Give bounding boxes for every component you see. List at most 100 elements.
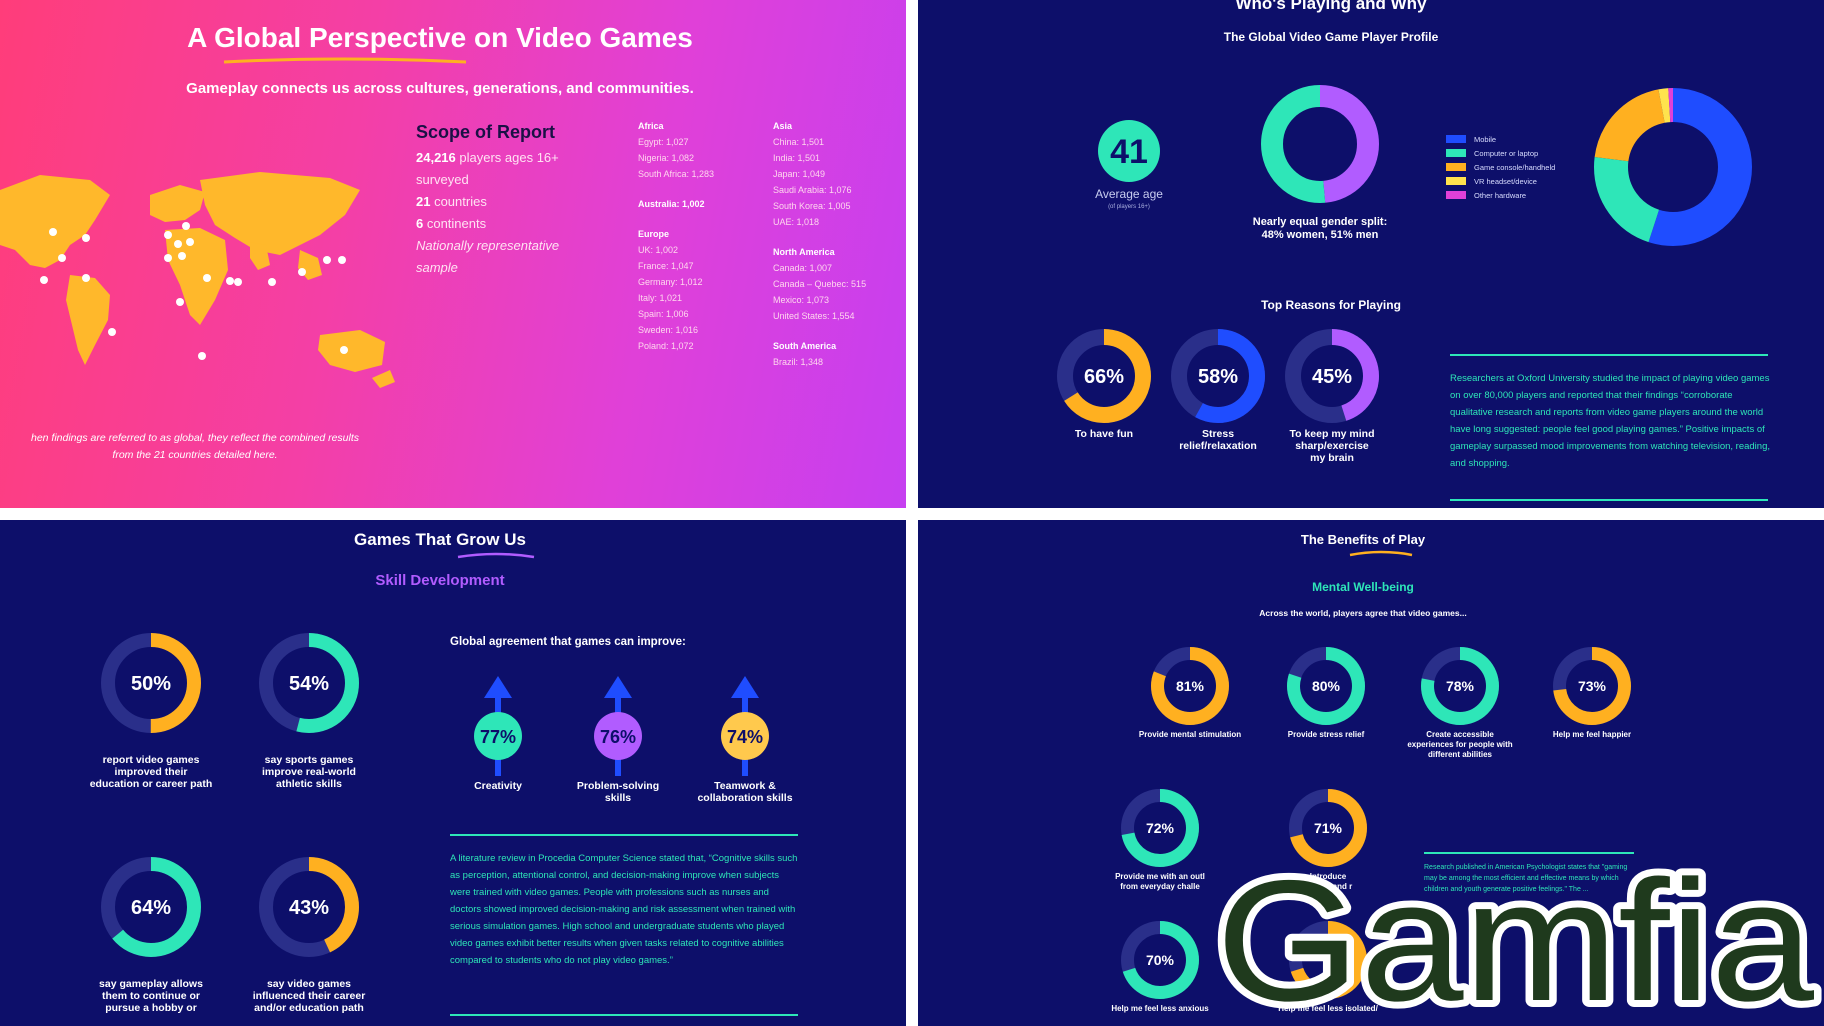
regions-column-1: Africa Egypt: 1,027 Nigeria: 1,082 South Af… bbox=[638, 118, 758, 368]
donut-value-arc bbox=[259, 633, 359, 733]
regions-column-2: Asia China: 1,501 India: 1,501 Japan: 1,049… bbox=[773, 118, 903, 384]
gamfia-logo: Gamfia Gamfia bbox=[1210, 850, 1821, 1026]
caption-line: and/or education path bbox=[254, 1002, 364, 1014]
donut-value-arc bbox=[101, 857, 201, 957]
donut-chart: 43% bbox=[259, 857, 359, 957]
donut-value-arc bbox=[1121, 789, 1199, 867]
donut-percent-label: 64% bbox=[131, 897, 171, 919]
donut-caption: say sports games improve real-world athlet… bbox=[234, 754, 384, 790]
donut-caption: Help me feel less isolated/ bbox=[1253, 1004, 1403, 1014]
agreement-value-label: 74% bbox=[727, 727, 763, 747]
legend-item: Game console/handheld bbox=[1446, 160, 1586, 174]
world-map bbox=[0, 172, 395, 388]
legend-item: Computer or laptop bbox=[1446, 146, 1586, 160]
caption-line: them to continue or bbox=[102, 990, 200, 1002]
agreement-caption: Teamwork & collaboration skills bbox=[675, 780, 815, 804]
average-age-value: 41 bbox=[1110, 133, 1148, 171]
country-count: Italy: 1,021 bbox=[638, 293, 683, 303]
donut-value-arc bbox=[259, 857, 359, 957]
scope-number: 6 bbox=[416, 216, 424, 231]
region-gap bbox=[773, 370, 903, 384]
donut-chart: 54% bbox=[259, 633, 359, 733]
arrow-head bbox=[484, 676, 512, 698]
country-count: UAE: 1,018 bbox=[773, 217, 820, 227]
donut-value-arc bbox=[1171, 329, 1265, 423]
donut-chart: 80% bbox=[1287, 647, 1365, 725]
caption-line: report video games bbox=[102, 754, 200, 766]
caption-line: skills bbox=[604, 792, 632, 804]
reasons-heading: Top Reasons for Playing bbox=[1261, 298, 1401, 312]
caption-line: say sports games bbox=[264, 754, 354, 766]
scope-line: sample bbox=[416, 260, 458, 275]
caption-line: Help me feel happier bbox=[1552, 730, 1632, 739]
panel3-subtitle: Skill Development bbox=[375, 572, 505, 589]
caption-line: Provide mental stimulation bbox=[1138, 730, 1242, 739]
pie-slice bbox=[1261, 85, 1379, 203]
donut-value-arc bbox=[1421, 647, 1499, 725]
legend-label: Mobile bbox=[1474, 134, 1497, 144]
scope-line: 6 continents bbox=[416, 216, 487, 231]
caption-line: pursue a hobby or bbox=[105, 1002, 197, 1014]
country-count: Canada – Quebec: 515 bbox=[773, 279, 867, 289]
donut-percent-label: 71% bbox=[1314, 820, 1343, 836]
pie-slice bbox=[1594, 88, 1752, 246]
donut-chart: 71% bbox=[1289, 789, 1367, 867]
agreement-value-circle bbox=[474, 712, 522, 760]
caption-line: relief/relaxation bbox=[1179, 440, 1257, 452]
country-count: India: 1,501 bbox=[773, 153, 821, 163]
legend-item: Other hardware bbox=[1446, 188, 1586, 202]
profile-heading: The Global Video Game Player Profile bbox=[1223, 30, 1439, 44]
donut-caption: Provide stress relief bbox=[1251, 730, 1401, 740]
donut-value-arc bbox=[1121, 921, 1199, 999]
panel3-divider-bottom bbox=[450, 1014, 798, 1016]
country-count: Nigeria: 1,082 bbox=[638, 153, 695, 163]
region-heading: Europe bbox=[638, 229, 670, 239]
donut-caption: To keep my mind sharp/exercise my brain bbox=[1267, 428, 1397, 464]
region-gap bbox=[773, 324, 903, 338]
agreement-bar: 77% bbox=[474, 676, 522, 776]
donut-percent-label: 78% bbox=[1446, 678, 1475, 694]
country-count: Egypt: 1,027 bbox=[638, 137, 689, 147]
country-count: Japan: 1,049 bbox=[773, 169, 826, 179]
donut-chart: 50% bbox=[101, 633, 201, 733]
scope-line: 24,216 players ages 16+ bbox=[416, 150, 559, 165]
country-count: UK: 1,002 bbox=[638, 245, 679, 255]
scope-line: 21 countries bbox=[416, 194, 487, 209]
caption-line: improved their bbox=[114, 766, 188, 778]
region-gap bbox=[638, 182, 758, 196]
country-count: Poland: 1,072 bbox=[638, 341, 694, 351]
country-count: Brazil: 1,348 bbox=[773, 357, 824, 367]
region-heading: Africa bbox=[638, 121, 664, 131]
donut-value-arc bbox=[1287, 647, 1365, 725]
donut-chart: 73% bbox=[1553, 647, 1631, 725]
donut-caption: Help me feel less anxious bbox=[1085, 1004, 1235, 1014]
country-count: South Korea: 1,005 bbox=[773, 201, 851, 211]
caption-line: sharp/exercise bbox=[1295, 440, 1369, 452]
panel2-title: Who's Playing and Why bbox=[1235, 0, 1427, 13]
review-text: A literature review in Procedia Computer… bbox=[450, 853, 798, 966]
caption-line: different abilities bbox=[1427, 750, 1492, 759]
caption-line: Stress bbox=[1201, 428, 1235, 440]
legend-swatch bbox=[1446, 149, 1466, 157]
caption-line: friends and r bbox=[1303, 882, 1353, 891]
scope-line: Nationally representative bbox=[416, 238, 560, 253]
panel-games-that-grow-us: Games That Grow Us Skill Development 50%… bbox=[0, 520, 906, 1026]
caption-line: Teamwork & bbox=[714, 780, 776, 792]
panel4-title: The Benefits of Play bbox=[1300, 532, 1426, 547]
arrow-head bbox=[604, 676, 632, 698]
caption-line: influenced their career bbox=[252, 990, 366, 1002]
gender-caption: Nearly equal gender split: 48% women, 51… bbox=[1220, 216, 1420, 242]
country-count: China: 1,501 bbox=[773, 137, 825, 147]
donut-chart: 81% bbox=[1151, 647, 1229, 725]
donut-caption: Create accessible experiences for people … bbox=[1385, 730, 1535, 760]
logo-text: Gamfia bbox=[1216, 850, 1814, 1026]
agreement-bar: 74% bbox=[721, 676, 769, 776]
legend-swatch bbox=[1446, 163, 1466, 171]
region-heading: Asia bbox=[773, 121, 793, 131]
donut-percent-label: 45% bbox=[1312, 366, 1352, 388]
donut-caption: Provide me with an outl from everyday cha… bbox=[1085, 872, 1235, 892]
donut-value-arc bbox=[1151, 647, 1229, 725]
panel3-underline bbox=[457, 552, 535, 559]
legend-swatch bbox=[1446, 191, 1466, 199]
panel4-research-text: Research published in American Psycholog… bbox=[1424, 864, 1628, 893]
